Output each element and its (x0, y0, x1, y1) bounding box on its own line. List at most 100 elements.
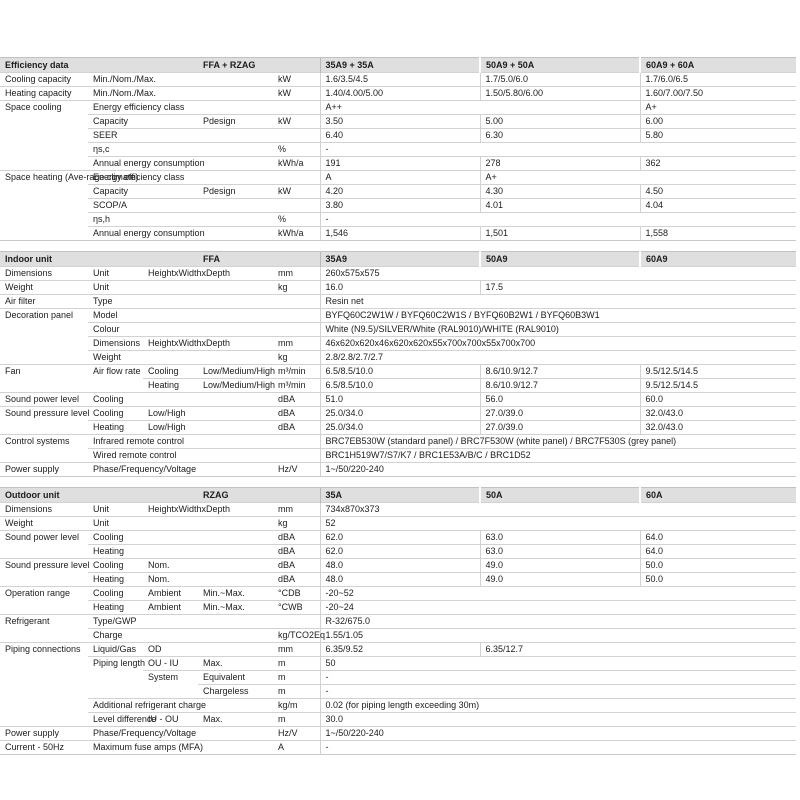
unit-label: dBA (273, 530, 320, 545)
column-header: 60A (639, 487, 796, 503)
row-label: ηs,c (88, 142, 273, 157)
spec-value: 25.0/34.0 (319, 406, 481, 421)
unit-label: kW (273, 114, 321, 129)
row-label: Infrared remote control (88, 434, 274, 449)
spec-value: 50.0 (639, 572, 796, 587)
unit-label: kg (273, 516, 320, 531)
spec-value: 64.0 (639, 544, 796, 559)
row-label: Phase/Frequency/Voltage (88, 462, 274, 477)
row-label: Heating (88, 600, 143, 615)
row-label: OD (143, 642, 273, 657)
row-label: Model (88, 308, 274, 323)
row-label: Cooling (88, 558, 143, 573)
spec-value: BRC1H519W7/S7/K7 / BRC1E53A/B/C / BRC1D5… (319, 448, 797, 463)
table-row: Chargeless m - (0, 684, 796, 699)
spec-value: 27.0/39.0 (479, 406, 641, 421)
spec-value: 48.0 (319, 572, 480, 587)
row-label: Weight (0, 280, 88, 295)
table-row: Heating Low/High dBA 25.0/34.0 27.0/39.0 32.0… (0, 420, 797, 435)
spec-value: 6.35/12.7 (479, 642, 796, 657)
row-label: Piping length (88, 656, 145, 699)
row-label: Piping connections (0, 642, 88, 727)
spec-value: 1.7/6.0/6.5 (639, 72, 797, 87)
section-header-row: Efficiency data FFA + RZAG 35A9 + 35A 50A9 … (0, 57, 797, 73)
row-label: Capacity (88, 184, 198, 199)
row-label: Sound power level (0, 392, 88, 407)
spec-value: 32.0/43.0 (639, 406, 797, 421)
spec-value: 191 (319, 156, 481, 171)
spec-value: White (N9.5)/SILVER/White (RAL9010)/WHIT… (319, 322, 797, 337)
row-label: Power supply (0, 726, 88, 741)
row-label: Max. (198, 712, 273, 727)
unit-label: kg/TCO2Eq (273, 628, 325, 643)
spec-value: 3.80 (319, 198, 481, 213)
row-label: Sound pressure level (0, 558, 90, 587)
unit-label: mm (273, 642, 320, 657)
unit-label (273, 434, 321, 449)
table-row: Additional refrigerant charge kg/m 0.02 (f… (0, 698, 796, 713)
row-label: Heating (88, 544, 273, 559)
spec-value: 3.50 (319, 114, 481, 129)
row-label: Pdesign (198, 114, 273, 129)
table-row: Dimensions HeightxWidthxDepth mm 46x620x620… (0, 336, 797, 351)
outdoor-unit-table: Outdoor unit RZAG 35A 50A 60A Dimensions Unit H… (0, 487, 796, 755)
table-row: Refrigerant Type/GWP R-32/675.0 (0, 614, 796, 643)
spec-value: 362 (639, 156, 797, 171)
row-label: Current - 50Hz (0, 740, 88, 755)
unit-label (273, 294, 321, 309)
spec-value: 1.6/3.5/4.5 (319, 72, 481, 87)
unit-label: Hz/V (273, 462, 321, 477)
unit-label (273, 614, 320, 629)
spec-value: Resin net (319, 294, 797, 309)
spec-value: 6.5/8.5/10.0 (319, 364, 481, 379)
spec-value: 1~/50/220-240 (319, 462, 797, 477)
spec-value: 25.0/34.0 (319, 420, 481, 435)
row-label: Unit (88, 280, 274, 295)
spec-value: 8.6/10.9/12.7 (479, 378, 641, 393)
row-label: Air flow rate (88, 364, 143, 393)
row-label: Weight (88, 350, 274, 365)
table-row: SCOP/A 3.80 4.01 4.04 (0, 198, 797, 213)
row-label: Colour (88, 322, 274, 337)
section-title: Outdoor unit (0, 487, 198, 503)
unit-label: kWh/a (273, 156, 321, 171)
spec-value: 2.8/2.8/2.7/2.7 (319, 350, 797, 365)
table-row: Space heating (Ave-rage climate) Energy e… (0, 170, 797, 241)
unit-label: °CWB (273, 600, 320, 615)
model-code: FFA + RZAG (198, 57, 321, 73)
row-label: Chargeless (198, 684, 273, 699)
row-label: Ambient (143, 586, 198, 601)
unit-label (273, 170, 321, 185)
spec-value: 49.0 (479, 558, 640, 573)
column-header: 60A9 (639, 251, 797, 267)
table-row: Sound pressure level Cooling Low/High dBA 25… (0, 406, 797, 435)
row-label: Annual energy consumption (88, 156, 273, 171)
spec-value: - (319, 684, 796, 699)
table-row: Heating Ambient Min.~Max. °CWB -20~24 (0, 600, 796, 615)
spec-value: 1.55/1.05 (319, 628, 796, 643)
row-label: Min./Nom./Max. (88, 72, 273, 87)
table-row: Current - 50Hz Maximum fuse amps (MFA) A - (0, 740, 796, 755)
spec-value: 1.40/4.00/5.00 (319, 86, 481, 101)
table-row: Weight Unit kg 52 (0, 516, 796, 531)
spec-value: 32.0/43.0 (639, 420, 797, 435)
row-label: Annual energy consumption (88, 226, 273, 241)
row-label: Energy efficiency class (88, 100, 273, 115)
spec-value: 17.5 (479, 280, 797, 295)
table-row: Annual energy consumption kWh/a 1,546 1,501… (0, 226, 797, 241)
spec-value: 50 (319, 656, 796, 671)
spec-value: A++ (319, 100, 641, 115)
row-label: Min./Nom./Max. (88, 86, 273, 101)
row-label: Type/GWP (88, 614, 273, 629)
row-label: Cooling (88, 392, 274, 407)
spec-value: 734x870x373 (319, 502, 796, 517)
column-header: 35A9 + 35A (319, 57, 481, 73)
row-label: Sound pressure level (0, 406, 90, 435)
unit-label: m (273, 684, 320, 699)
spec-value: 1.60/7.00/7.50 (639, 86, 797, 101)
row-label: Additional refrigerant charge (88, 698, 273, 713)
section-title: Indoor unit (0, 251, 199, 267)
row-label: Min.~Max. (198, 586, 273, 601)
table-row: Heating dBA 62.0 63.0 64.0 (0, 544, 796, 559)
row-label: Type (88, 294, 274, 309)
